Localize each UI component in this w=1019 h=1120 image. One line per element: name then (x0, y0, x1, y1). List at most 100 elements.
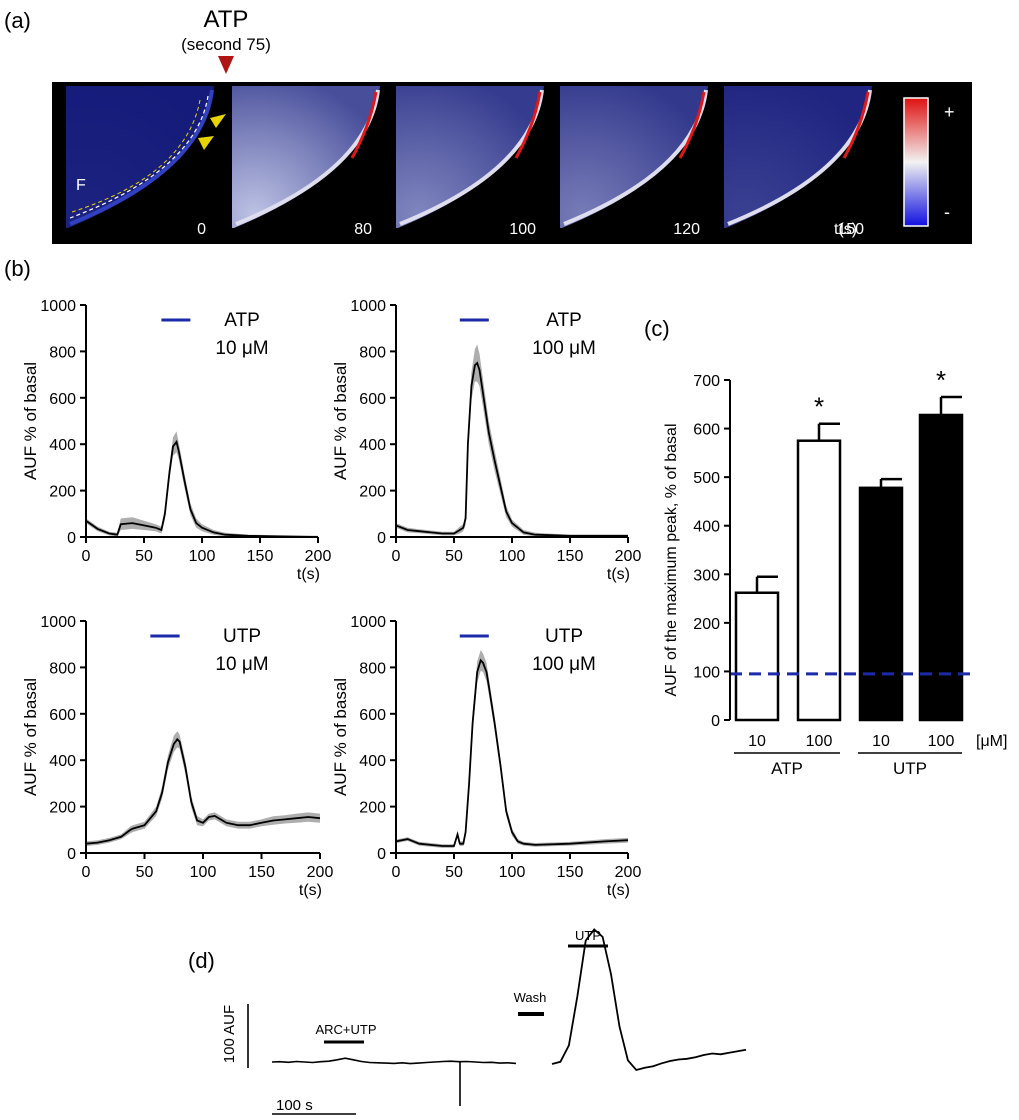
tissue-frame-0 (66, 86, 214, 228)
tissue-frame-3 (560, 86, 708, 228)
panel-c-bar-chart: 10 * 100 10 * 100 0 100 200 300 400 500 600 700 AUF of… (663, 365, 1007, 778)
tissue-hotspot-2 (514, 91, 542, 159)
frame-time-3: 120 (673, 221, 700, 238)
tissue-frame-1 (232, 86, 380, 228)
region-label-f: F (76, 177, 86, 194)
error-band (396, 344, 628, 537)
panel-label-a: (a) (4, 8, 31, 33)
y-tick-label: 600 (49, 391, 76, 408)
unit-label: [μM] (976, 733, 1007, 750)
x-tick-label: 150 (248, 864, 275, 881)
x-tick-label: 150 (557, 548, 584, 565)
mean-trace (85, 737, 321, 845)
error-band (86, 431, 318, 537)
roi-outline-white (69, 95, 209, 219)
y-tick-label: 200 (693, 616, 720, 633)
stimulus-concentration: 10 μM (215, 338, 268, 359)
tissue-hotspot-1 (350, 91, 378, 159)
y-tick-label: 200 (359, 800, 386, 817)
x-tick-label: 100 (499, 548, 526, 565)
label-utp: UTP (575, 928, 601, 943)
x-tick-label: 50 (445, 864, 463, 881)
y-tick-label: 1000 (40, 298, 76, 315)
x-axis-label: t(s) (607, 882, 630, 899)
x-tick-label: 200 (615, 864, 642, 881)
stimulus-arrow-icon (218, 56, 234, 74)
bar-2: 10 (858, 477, 904, 750)
panel-label-c: (c) (644, 316, 670, 341)
category-label: 10 (872, 733, 890, 750)
label-arc-utp: ARC+UTP (315, 1022, 376, 1037)
tissue-hotspot-3 (678, 91, 706, 159)
frame-time-4: 150 (837, 221, 864, 238)
category-label: 10 (748, 733, 766, 750)
scale-label-time: 100 s (276, 1097, 313, 1114)
bar-1: * 100 (796, 392, 842, 750)
mean-trace (395, 658, 629, 847)
y-tick-label: 1000 (350, 614, 386, 631)
stimulus-concentration: 10 μM (215, 654, 268, 675)
color-scale-bar (903, 97, 929, 227)
bar-rect (858, 486, 904, 722)
y-tick-label: 400 (49, 753, 76, 770)
x-tick-label: 0 (82, 548, 91, 565)
y-tick-label: 400 (359, 437, 386, 454)
y-tick-label: 400 (49, 437, 76, 454)
trace-segment-arc-utp (271, 1057, 517, 1065)
mean-trace (85, 439, 319, 538)
frame-strip: 0 80 100 120 150 (66, 86, 872, 238)
panel-label-d: (d) (188, 948, 215, 973)
tissue-frame-2 (396, 86, 544, 228)
y-axis-label: AUF of the maximum peak, % of basal (663, 424, 680, 697)
y-tick-label: 400 (359, 753, 386, 770)
y-tick-label: 300 (693, 567, 720, 584)
stimulus-time: (second 75) (181, 35, 271, 54)
group-label-atp: ATP (771, 759, 803, 778)
y-tick-label: 800 (359, 660, 386, 677)
tissue-edge-0 (69, 89, 214, 226)
frame-time-1: 80 (354, 221, 372, 238)
group-label-utp: UTP (893, 759, 927, 778)
x-tick-label: 100 (190, 864, 217, 881)
x-tick-label: 200 (305, 548, 332, 565)
x-tick-label: 150 (557, 864, 584, 881)
x-tick-label: 0 (392, 864, 401, 881)
x-tick-label: 100 (499, 864, 526, 881)
y-tick-label: 200 (49, 484, 76, 501)
bar-3: * 100 (918, 365, 964, 750)
stimulus-concentration: 100 μM (532, 654, 596, 675)
color-scale-minus: - (944, 202, 950, 222)
frame-time-2: 100 (509, 221, 536, 238)
scale-label-auf: 100 AUF (221, 1005, 238, 1063)
y-tick-label: 100 (693, 664, 720, 681)
y-tick-label: 200 (49, 800, 76, 817)
x-axis-label: t(s) (299, 882, 322, 899)
y-tick-label: 800 (49, 344, 76, 361)
y-axis-label: AUF % of basal (21, 362, 40, 480)
stimulus-name: UTP (223, 626, 261, 647)
x-axis-label: t(s) (297, 566, 320, 583)
y-tick-label: 600 (693, 422, 720, 439)
bar-rect (796, 439, 842, 722)
y-tick-label: 0 (711, 713, 720, 730)
stimulus-name: UTP (545, 626, 583, 647)
category-label: 100 (928, 733, 955, 750)
x-tick-label: 0 (82, 864, 91, 881)
bar-0: 10 (734, 575, 780, 750)
error-band (396, 650, 628, 848)
stimulus-name: ATP (224, 310, 260, 331)
tissue-hotspot-4 (842, 91, 870, 159)
panel-d-trace: ARC+UTP Wash UTP 100 AUF 100 s (221, 928, 747, 1115)
y-axis-label: AUF % of basal (331, 362, 350, 480)
category-label: 100 (806, 733, 833, 750)
x-tick-label: 50 (445, 548, 463, 565)
y-tick-label: 700 (693, 373, 720, 390)
y-tick-label: 1000 (350, 298, 386, 315)
y-tick-label: 600 (359, 707, 386, 724)
stimulus-name: ATP (546, 310, 582, 331)
y-tick-label: 200 (359, 484, 386, 501)
